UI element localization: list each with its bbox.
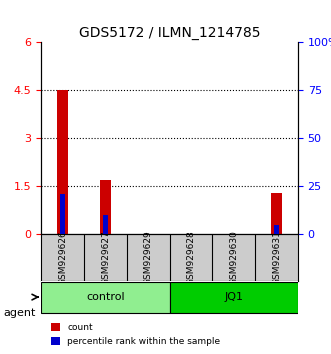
Text: GSM929631: GSM929631 <box>272 230 281 285</box>
Text: GSM929627: GSM929627 <box>101 230 110 285</box>
Text: GSM929629: GSM929629 <box>144 230 153 285</box>
Bar <box>60 194 66 234</box>
Text: GSM929626: GSM929626 <box>58 230 67 285</box>
Text: control: control <box>86 292 125 302</box>
FancyBboxPatch shape <box>41 282 169 313</box>
Text: GSM929630: GSM929630 <box>229 230 238 285</box>
Text: JQ1: JQ1 <box>224 292 243 302</box>
Text: GSM929628: GSM929628 <box>186 230 196 285</box>
Legend: count, percentile rank within the sample: count, percentile rank within the sample <box>48 320 224 349</box>
Bar <box>57 91 68 234</box>
FancyBboxPatch shape <box>169 282 298 313</box>
Text: agent: agent <box>3 308 36 318</box>
Bar <box>103 215 108 234</box>
Bar <box>274 225 279 234</box>
Bar <box>100 180 111 234</box>
Bar <box>271 193 282 234</box>
Title: GDS5172 / ILMN_1214785: GDS5172 / ILMN_1214785 <box>79 26 260 40</box>
